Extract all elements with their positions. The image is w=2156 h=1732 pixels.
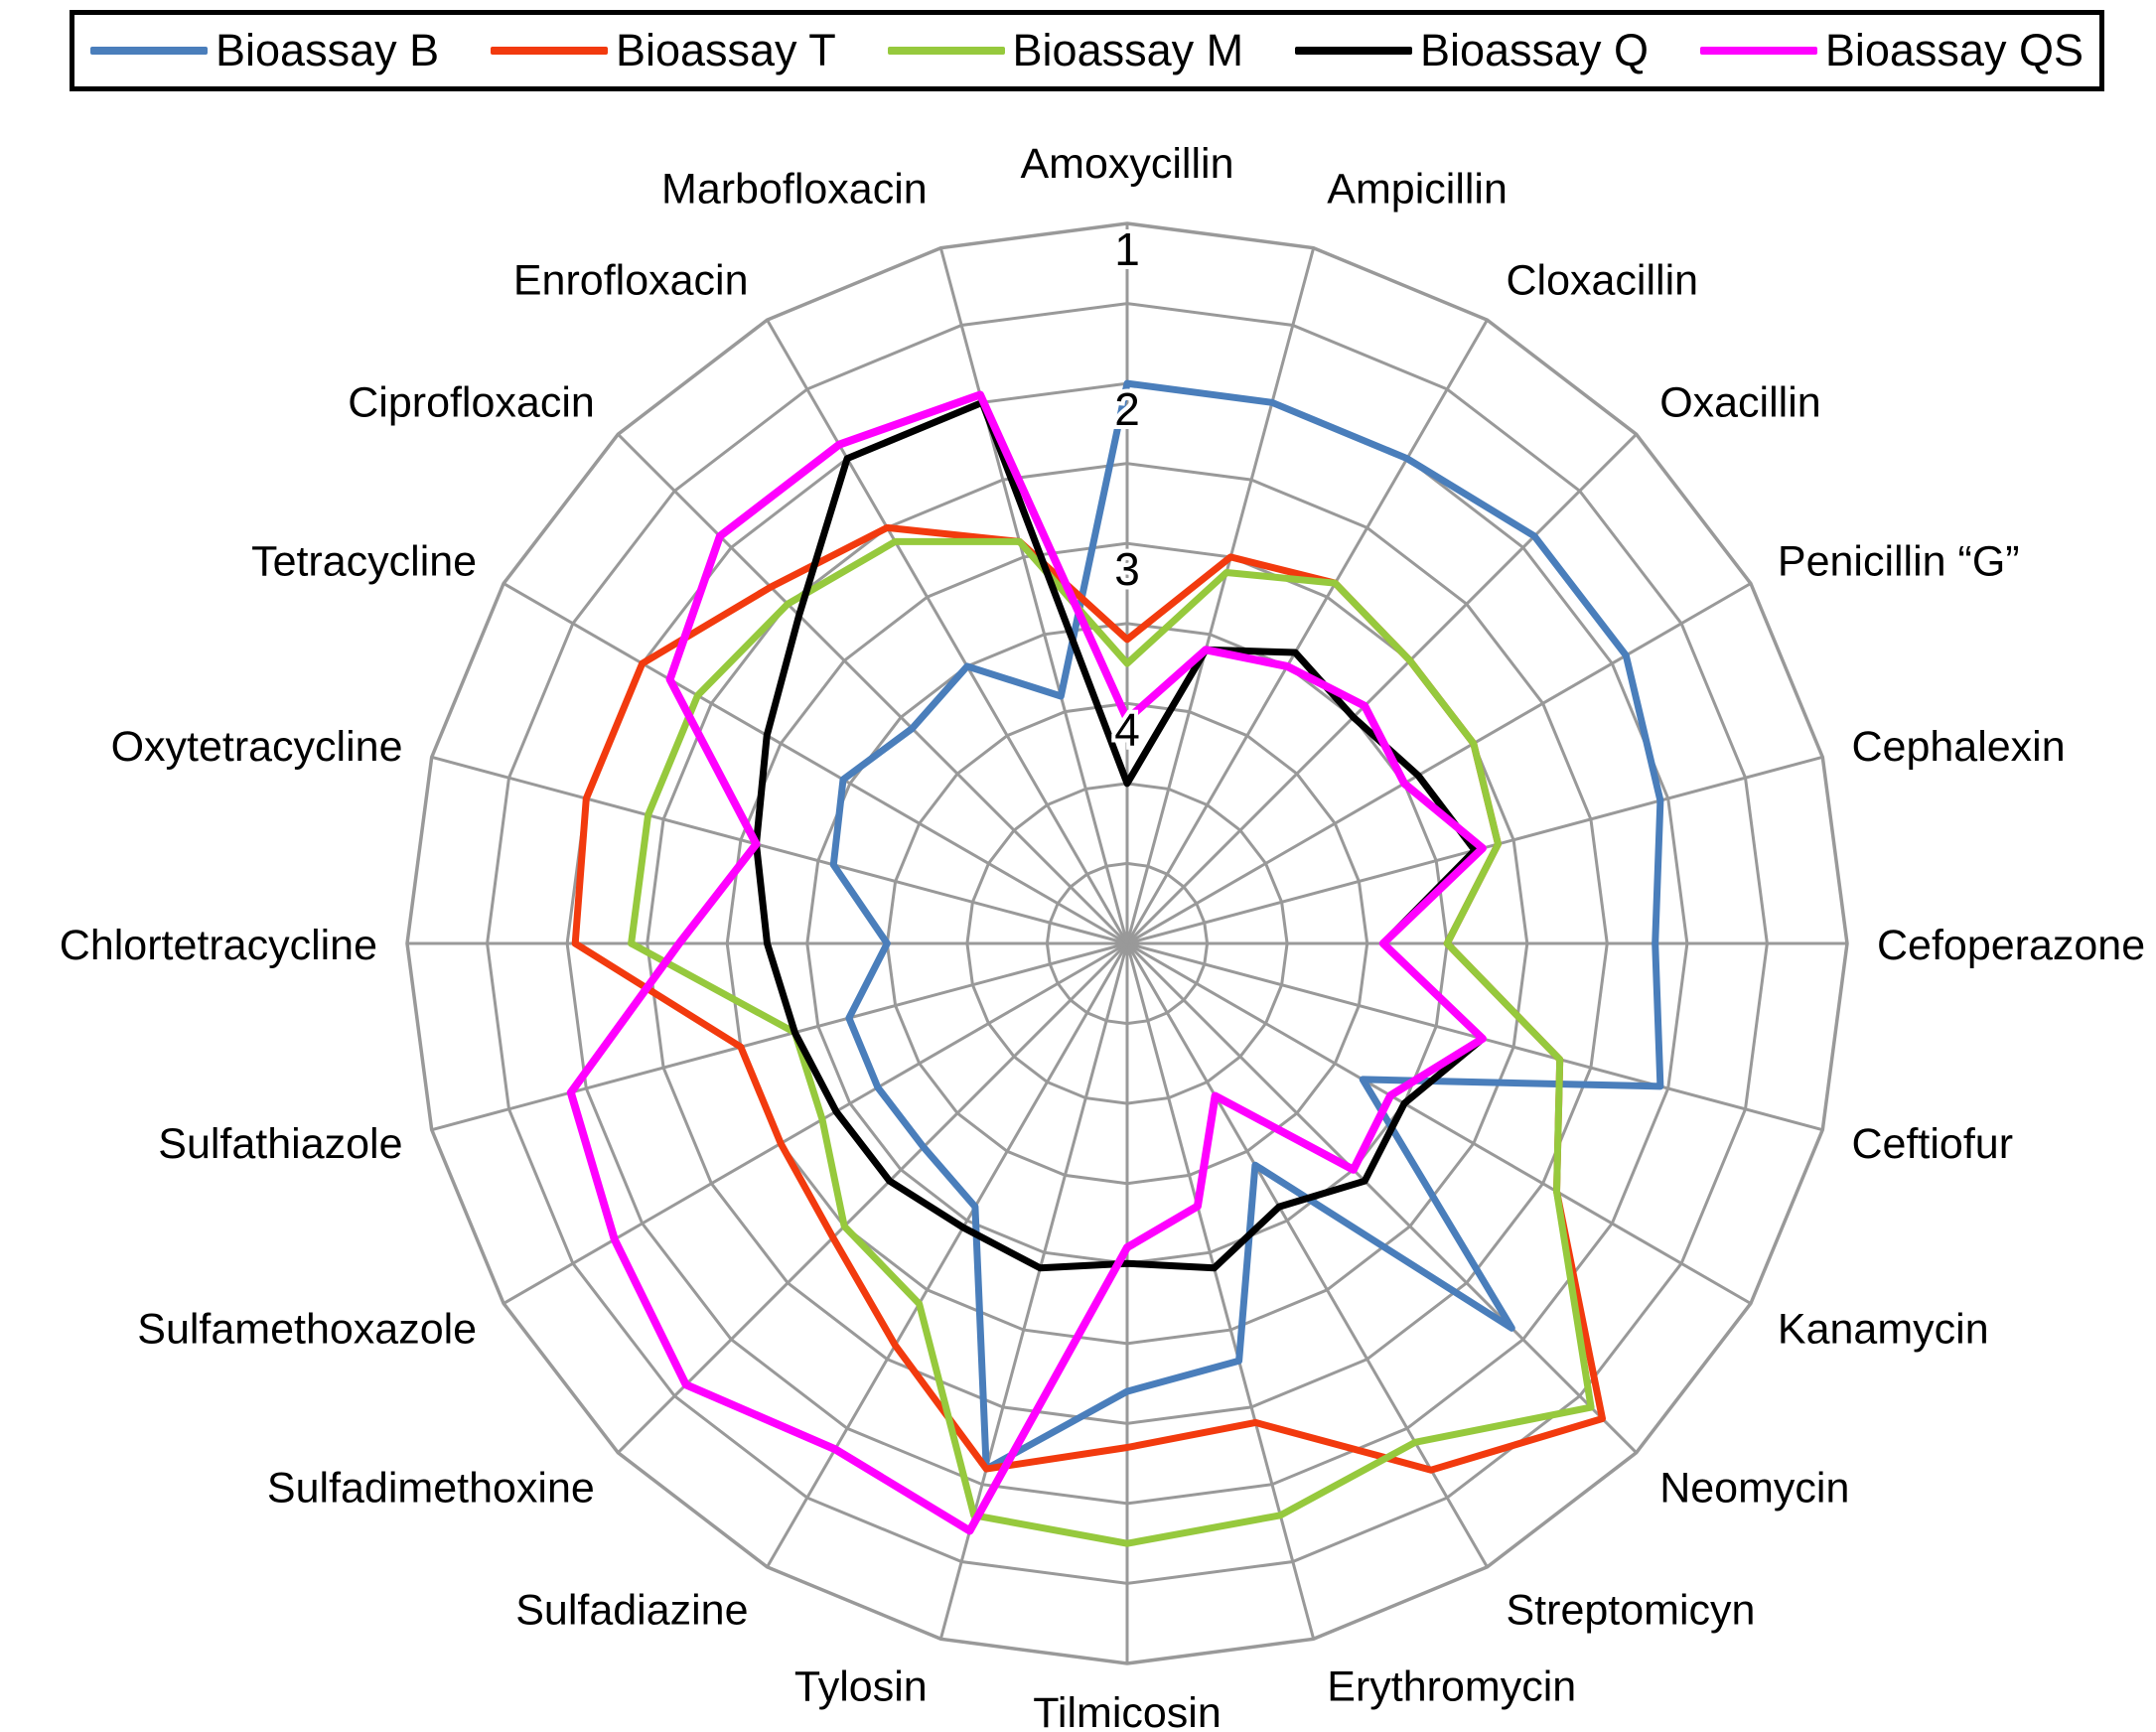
axis-label-amoxycillin: Amoxycillin bbox=[1020, 140, 1233, 188]
grid-spoke bbox=[431, 941, 1128, 1132]
axis-label-cloxacillin: Cloxacillin bbox=[1507, 257, 1699, 305]
radial-tick-label: 1 bbox=[1114, 223, 1140, 275]
legend-label-bioassay-q: Bioassay Q bbox=[1419, 25, 1650, 75]
legend-label-bioassay-t: Bioassay T bbox=[615, 25, 836, 75]
axis-label-sulfamethoxazole: Sulfamethoxazole bbox=[137, 1306, 477, 1354]
grid-spoke bbox=[617, 433, 1129, 945]
axis-label-erythromycin: Erythromycin bbox=[1327, 1663, 1576, 1711]
legend-item-bioassay-qs[interactable]: Bioassay QS bbox=[1699, 25, 2084, 76]
series-bioassay-b bbox=[829, 379, 1664, 1473]
axis-label-penicillin-g-: Penicillin “G” bbox=[1778, 538, 2020, 586]
axis-label-enrofloxacin: Enrofloxacin bbox=[513, 257, 749, 305]
axis-label-ceftiofur: Ceftiofur bbox=[1852, 1120, 2014, 1168]
series-bioassay-qs bbox=[566, 390, 1487, 1535]
grid-spoke bbox=[1126, 582, 1752, 945]
axis-label-chlortetracycline: Chlortetracycline bbox=[60, 922, 377, 969]
axis-label-tylosin: Tylosin bbox=[794, 1663, 928, 1711]
legend-label-bioassay-qs: Bioassay QS bbox=[1824, 25, 2084, 75]
radial-tick-label: 4 bbox=[1114, 703, 1140, 755]
series-bioassay-q bbox=[753, 398, 1487, 1272]
axis-label-kanamycin: Kanamycin bbox=[1778, 1306, 1989, 1354]
axis-label-tilmicosin: Tilmicosin bbox=[1033, 1689, 1222, 1732]
axis-label-neomycin: Neomycin bbox=[1659, 1465, 1849, 1513]
axis-label-sulfadimethoxine: Sulfadimethoxine bbox=[267, 1465, 595, 1513]
axis-label-ciprofloxacin: Ciprofloxacin bbox=[348, 378, 595, 426]
grid-spoke bbox=[766, 319, 1129, 944]
grid-spoke bbox=[617, 941, 1129, 1454]
axis-label-ampicillin: Ampicillin bbox=[1327, 166, 1508, 214]
axis-label-sulfathiazole: Sulfathiazole bbox=[158, 1120, 402, 1168]
grid-spoke bbox=[431, 755, 1128, 945]
series-bioassay-m bbox=[628, 537, 1595, 1547]
axis-label-cephalexin: Cephalexin bbox=[1852, 723, 2066, 771]
legend-label-bioassay-b: Bioassay B bbox=[216, 25, 440, 75]
grid-spoke bbox=[1125, 433, 1638, 945]
legend-label-bioassay-m: Bioassay M bbox=[1012, 25, 1244, 75]
grid-spoke bbox=[1125, 942, 1316, 1640]
grid-spoke bbox=[1126, 941, 1752, 1305]
axis-label-oxytetracycline: Oxytetracycline bbox=[111, 723, 403, 771]
grid-spoke bbox=[766, 942, 1129, 1568]
axis-label-sulfadiazine: Sulfadiazine bbox=[515, 1586, 748, 1634]
legend-line-sample-b bbox=[90, 47, 208, 55]
legend-item-bioassay-b[interactable]: Bioassay B bbox=[90, 25, 439, 76]
grid-spoke bbox=[1125, 941, 1638, 1454]
axis-label-marbofloxacin: Marbofloxacin bbox=[661, 166, 928, 214]
legend-item-bioassay-m[interactable]: Bioassay M bbox=[887, 25, 1244, 76]
legend-line-sample-t bbox=[490, 47, 608, 55]
axis-label-cefoperazone: Cefoperazone bbox=[1877, 922, 2145, 969]
radial-tick-label: 2 bbox=[1114, 383, 1140, 435]
legend-item-bioassay-t[interactable]: Bioassay T bbox=[490, 25, 836, 76]
legend-line-sample-m bbox=[887, 47, 1005, 55]
grid-spoke bbox=[1125, 942, 1489, 1568]
axis-label-streptomicyn: Streptomicyn bbox=[1507, 1586, 1756, 1634]
grid-spoke bbox=[938, 247, 1129, 944]
legend-line-sample-qs bbox=[1699, 47, 1817, 55]
grid-spoke bbox=[1125, 319, 1489, 944]
radial-tick-label: 3 bbox=[1114, 543, 1140, 595]
legend-item-bioassay-q[interactable]: Bioassay Q bbox=[1294, 25, 1650, 76]
grid-spoke bbox=[1125, 247, 1316, 944]
axis-label-oxacillin: Oxacillin bbox=[1659, 378, 1821, 426]
chart-legend: Bioassay B Bioassay T Bioassay M Bioassa… bbox=[70, 10, 2104, 91]
grid-spoke bbox=[503, 582, 1128, 945]
axis-label-tetracycline: Tetracycline bbox=[251, 538, 477, 586]
legend-line-sample-q bbox=[1294, 47, 1412, 55]
grid-spoke bbox=[503, 941, 1128, 1305]
